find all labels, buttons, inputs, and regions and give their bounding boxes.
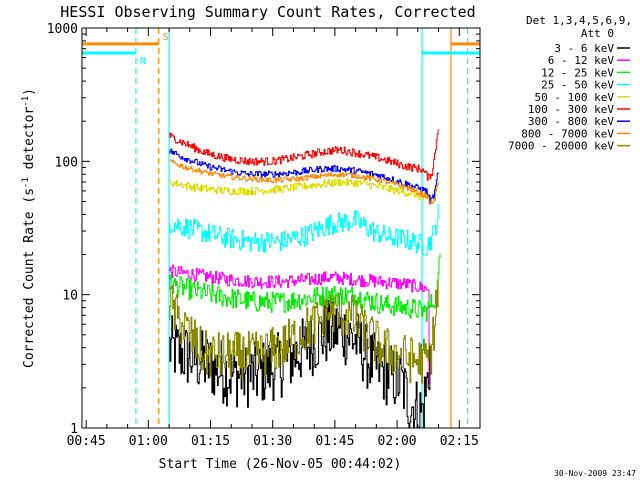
series-line-7 xyxy=(169,159,439,205)
plot-frame xyxy=(81,27,481,429)
y-axis-label-prefix: Corrected Count Rate (s xyxy=(22,188,37,368)
series-line-0 xyxy=(169,299,431,429)
legend-label-6: 300 - 800 keV xyxy=(528,115,614,128)
legend-label-5: 100 - 300 keV xyxy=(528,103,614,116)
series-line-1 xyxy=(169,264,430,385)
series-line-5 xyxy=(169,129,439,181)
state-marker-N: N xyxy=(140,56,146,67)
series-line-4 xyxy=(169,178,439,201)
x-axis-label: Start Time (26-Nov-05 00:44:02) xyxy=(159,457,402,472)
x-tick-label-6: 02:15 xyxy=(440,434,479,449)
legend-header-line2: Att 0 xyxy=(581,27,614,40)
x-tick-label-2: 01:15 xyxy=(191,434,230,449)
y-axis-label-suffix: ) xyxy=(22,88,37,96)
y-tick-label-2: 100 xyxy=(55,155,78,170)
legend-label-8: 7000 - 20000 keV xyxy=(508,140,614,153)
y-axis-label-middle: detector xyxy=(22,107,37,178)
x-tick-label-5: 02:00 xyxy=(378,434,417,449)
legend-label-3: 25 - 50 keV xyxy=(541,79,614,92)
chart-title: HESSI Observing Summary Count Rates, Cor… xyxy=(60,3,475,21)
x-tick-label-0: 00:45 xyxy=(67,434,106,449)
x-tick-label-4: 01:45 xyxy=(315,434,354,449)
y-tick-label-1: 10 xyxy=(62,289,78,304)
footer-timestamp: 30-Nov-2009 23:47 xyxy=(554,469,636,478)
legend-label-2: 12 - 25 keV xyxy=(541,66,614,79)
y-tick-label-0: 1 xyxy=(70,422,78,437)
legend-label-4: 50 - 100 keV xyxy=(535,91,615,104)
series-line-3 xyxy=(169,203,439,256)
y-tick-label-3: 1000 xyxy=(47,22,78,37)
series-line-2 xyxy=(169,253,441,322)
legend-label-1: 6 - 12 keV xyxy=(548,54,615,67)
series-group xyxy=(169,129,441,429)
axes-ticks: 00:45 01:00 01:15 01:30 01:45 02:00 02:15 1 10 10… xyxy=(47,22,481,449)
state-marker-S: S xyxy=(163,32,169,43)
y-axis-label-sup2: -1 xyxy=(21,96,31,107)
y-axis-label: Corrected Count Rate (s-1 detector-1) xyxy=(21,88,37,368)
legend-label-0: 3 - 6 keV xyxy=(554,42,614,55)
y-axis-label-sup1: -1 xyxy=(21,177,31,188)
status-bars: NS xyxy=(82,32,480,67)
x-tick-label-3: 01:30 xyxy=(253,434,292,449)
legend-header-line1: Det 1,3,4,5,6,9, xyxy=(526,14,632,27)
x-tick-label-1: 01:00 xyxy=(129,434,168,449)
series-line-8 xyxy=(169,279,439,384)
legend-label-7: 800 - 7000 keV xyxy=(521,127,614,140)
